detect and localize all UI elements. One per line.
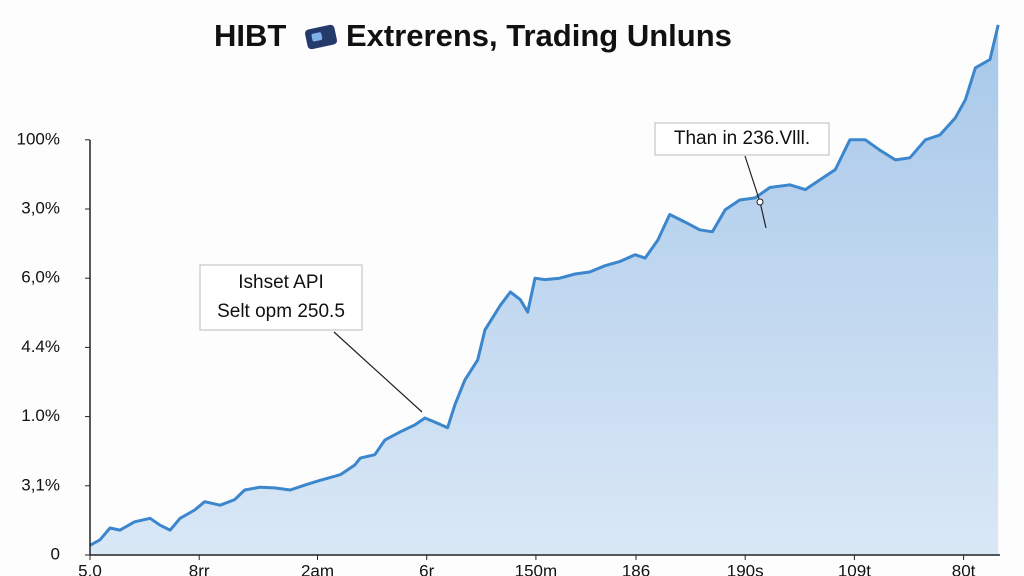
x-tick-label: 6r (419, 561, 434, 576)
y-tick-label: 6,0% (21, 268, 60, 287)
x-tick-label: 8rr (189, 561, 210, 576)
annotation-text: Ishset API (238, 272, 324, 293)
x-tick-label: 190s (727, 561, 764, 576)
x-tick-label: 150m (515, 561, 558, 576)
chart-title: Extrerens, Trading Unluns (346, 18, 732, 53)
annotation: Than in 236.Vlll. (654, 122, 830, 229)
plot-area (89, 24, 1000, 555)
line (89, 24, 1000, 547)
y-tick-label: 3,0% (21, 198, 60, 217)
y-tick-label: 1.0% (21, 406, 60, 425)
y-tick-label: 4.4% (21, 337, 60, 356)
x-tick-label: 5.0 (78, 561, 102, 576)
y-tick-label: 0 (51, 544, 60, 563)
y-tick-label: 3,1% (21, 475, 60, 494)
area-fill (90, 24, 999, 555)
x-tick-label: 109t (838, 561, 871, 576)
chart-title: HIBT (214, 18, 286, 53)
annotation: Ishset API Selt opm 250.5 (199, 264, 423, 413)
x-tick-label: 186 (622, 561, 650, 576)
annotation-text: Than in 236.Vlll. (674, 128, 810, 149)
annotation-text: Selt opm 250.5 (217, 301, 345, 322)
y-tick-label: 100% (17, 129, 60, 148)
x-tick-label: 80t (952, 561, 976, 576)
title-icon (304, 24, 338, 50)
x-tick-label: 2am (301, 561, 334, 576)
